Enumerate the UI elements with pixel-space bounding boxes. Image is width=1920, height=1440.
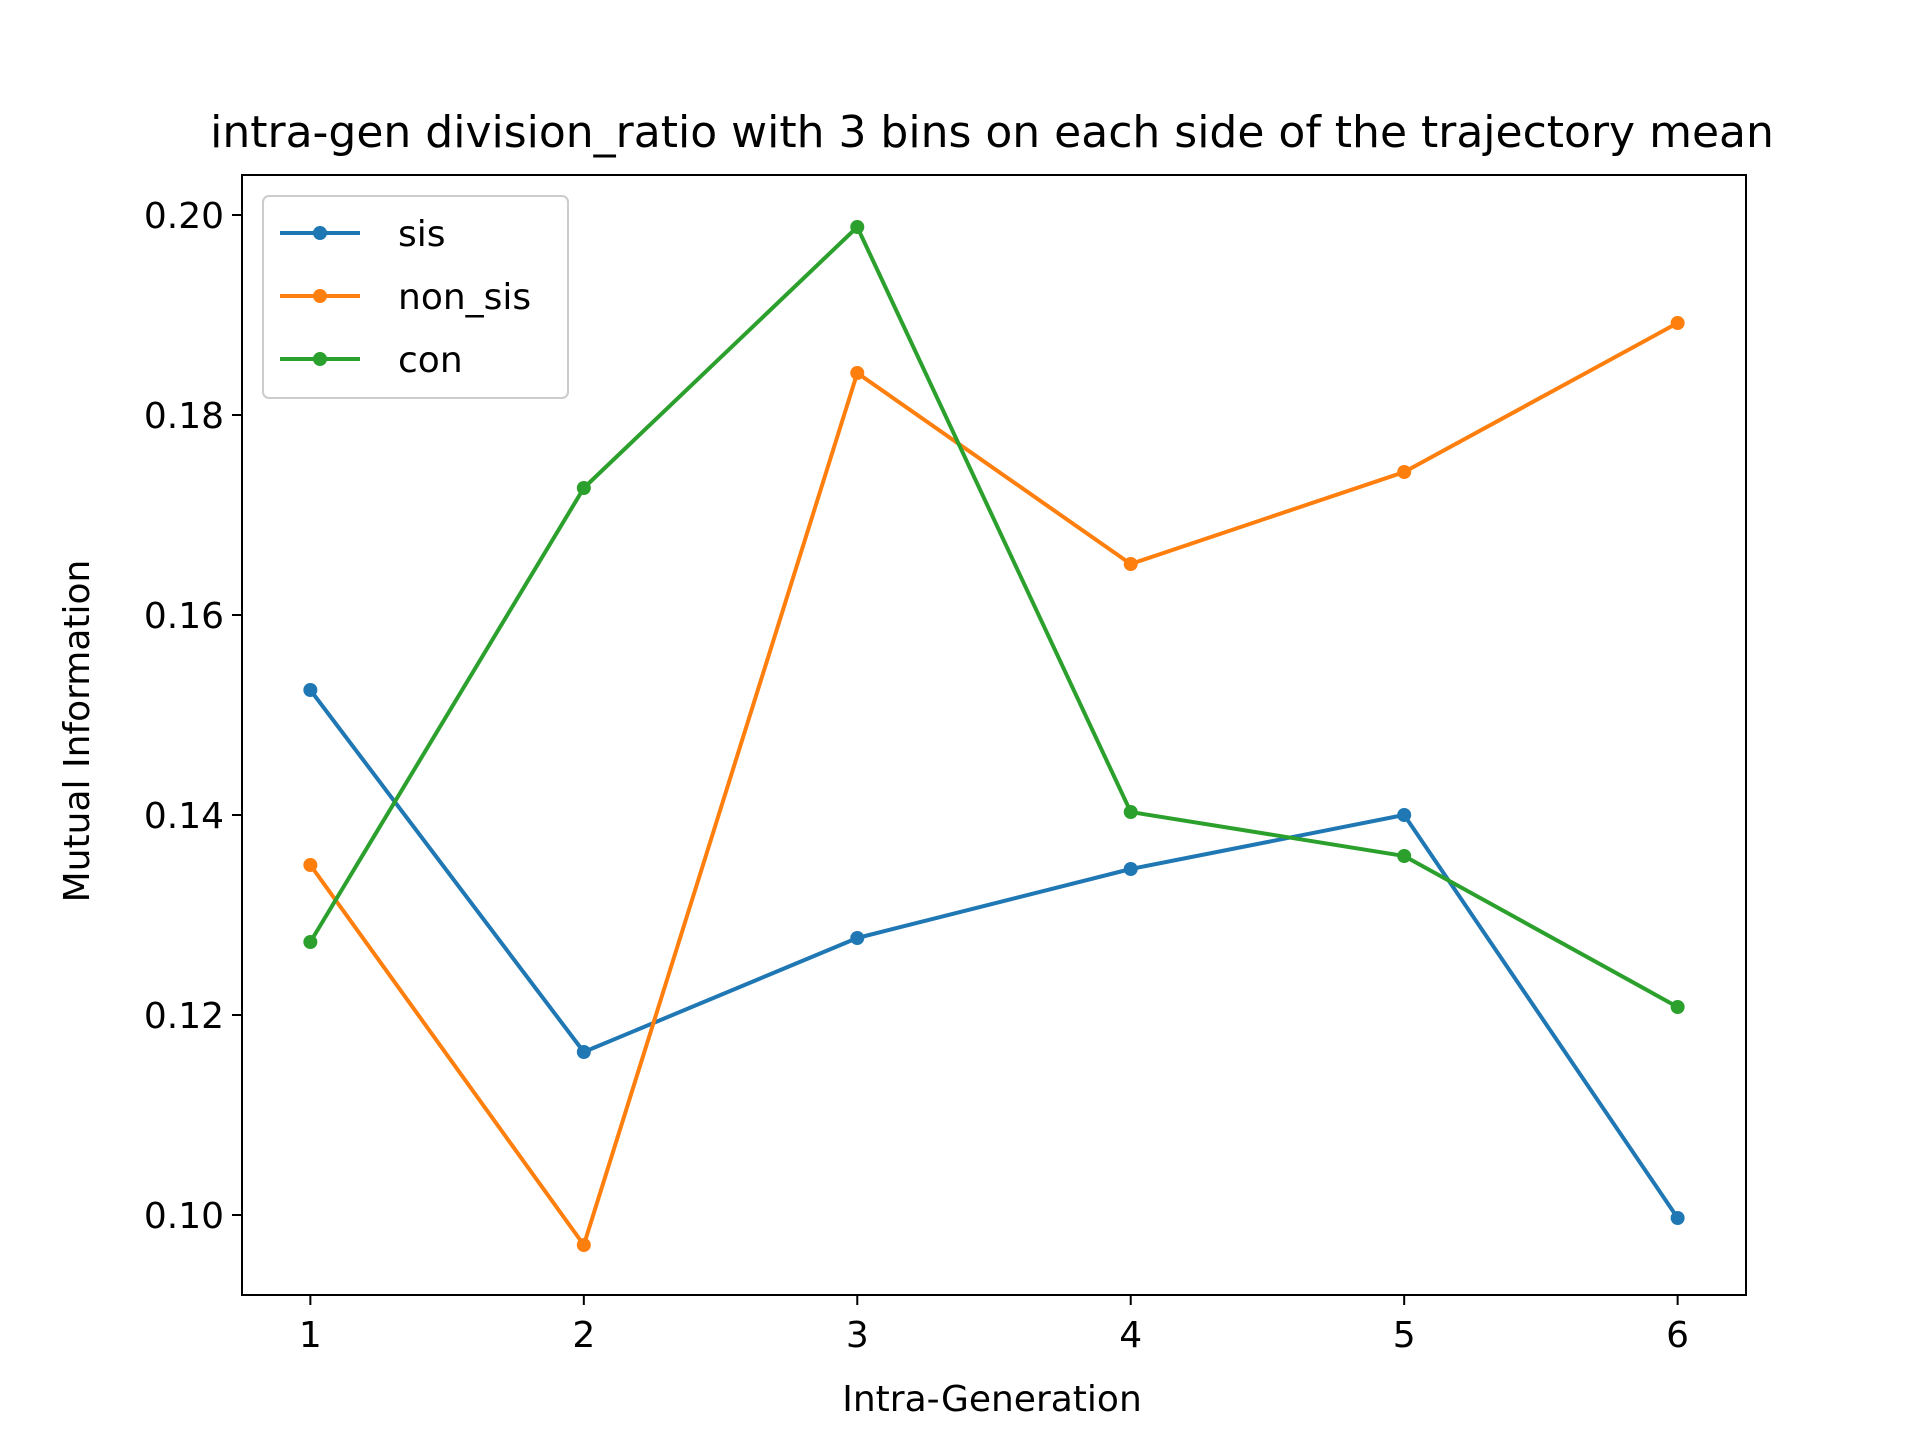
legend-label-non_sis: non_sis (398, 277, 531, 318)
y-tick-label: 0.20 (144, 196, 224, 237)
data-point-sis (303, 683, 318, 697)
x-tick-label: 5 (1393, 1315, 1416, 1356)
y-tick-label: 0.18 (144, 396, 224, 437)
x-tick-label: 1 (299, 1315, 322, 1356)
y-tick-label: 0.16 (144, 596, 224, 637)
legend-box (262, 195, 569, 399)
data-point-non_sis (1397, 465, 1412, 479)
y-tick-label: 0.12 (144, 996, 224, 1037)
y-tick-label: 0.10 (144, 1196, 224, 1237)
legend-label-con: con (398, 340, 463, 381)
legend-swatch-marker-sis (313, 226, 327, 240)
x-tick-label: 4 (1119, 1315, 1142, 1356)
data-point-non_sis (1123, 557, 1138, 571)
data-point-non_sis (850, 366, 865, 380)
data-point-sis (1123, 862, 1138, 876)
x-axis-label: Intra-Generation (842, 1379, 1142, 1420)
legend-swatch-marker-non_sis (313, 289, 327, 303)
data-point-sis (1670, 1211, 1685, 1225)
chart-title: intra-gen division_ratio with 3 bins on … (210, 107, 1774, 158)
plot-area: 1 2 3 4 5 6 0.10 0.12 0.14 0.16 0.18 0.20 sis non_sis… (144, 174, 1747, 1356)
series-line-non_sis (307, 320, 1681, 1247)
data-point-non_sis (1670, 316, 1685, 330)
data-point-con (303, 935, 318, 949)
data-point-con (1670, 1000, 1685, 1014)
legend-swatch-marker-con (313, 352, 327, 366)
x-tick-label: 2 (572, 1315, 595, 1356)
legend-label-sis: sis (398, 214, 446, 255)
data-point-non_sis (576, 1238, 591, 1252)
x-tick-label: 6 (1666, 1315, 1689, 1356)
data-point-con (850, 220, 865, 234)
data-point-non_sis (303, 858, 318, 872)
data-point-con (576, 481, 591, 495)
axes-frame (241, 174, 1747, 1296)
data-point-sis (850, 931, 865, 945)
y-axis-label: Mutual Information (57, 560, 98, 903)
y-tick-label: 0.14 (144, 796, 224, 837)
x-tick-label: 3 (846, 1315, 869, 1356)
data-point-sis (576, 1045, 591, 1059)
data-point-sis (1397, 808, 1412, 822)
data-point-con (1397, 849, 1412, 863)
data-point-con (1123, 805, 1138, 819)
series-line-con (307, 225, 1681, 1010)
